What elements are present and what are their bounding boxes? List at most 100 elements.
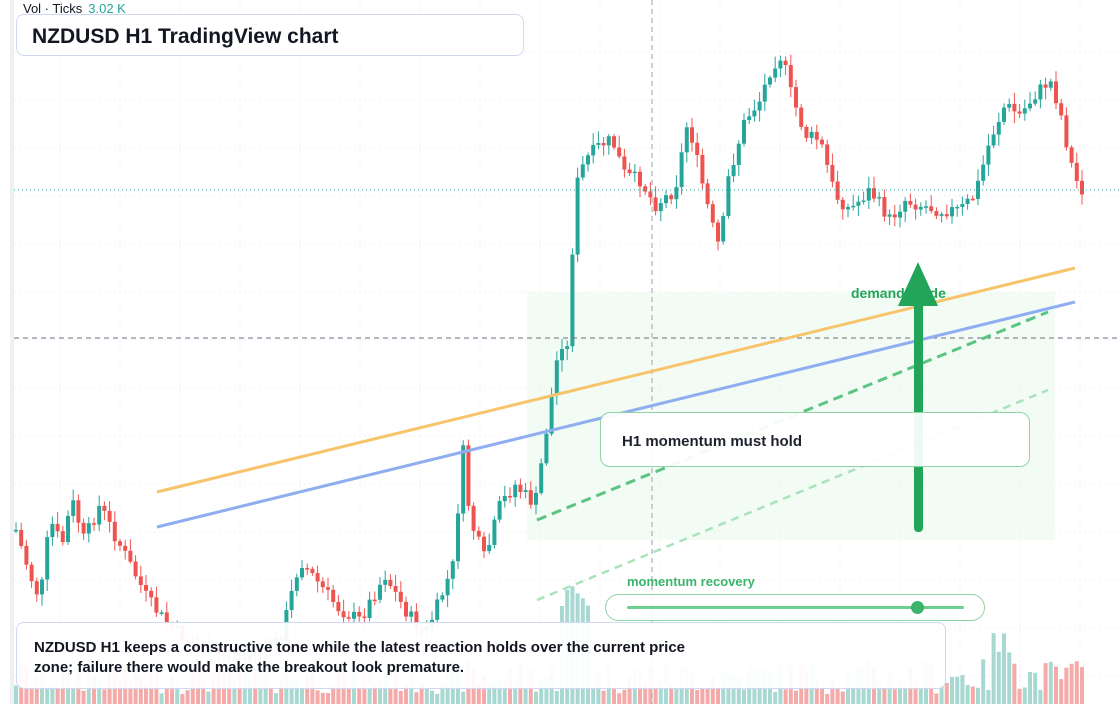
volume-bar [1017,688,1022,704]
candle-body [1012,103,1017,112]
candle-body [81,522,86,534]
candle-body [700,155,705,184]
candle-body [409,611,414,617]
volume-bar [944,682,949,704]
candle-body [846,206,850,210]
candle-body [128,550,133,562]
candle-body [487,545,492,552]
candle-body [331,589,336,602]
candle-body [159,612,164,614]
candle-body [539,463,544,493]
candle-body [575,177,580,255]
candle-body [294,577,299,591]
candle-body [752,110,757,117]
candle-body [648,191,653,198]
candle-body [1059,103,1064,116]
volume-legend[interactable]: Vol · Ticks 3.02 K [23,1,126,16]
candle-body [1064,115,1069,148]
candle-body [638,171,642,187]
candle-body [71,500,76,516]
volume-bar [482,675,486,704]
candle-body [24,545,29,565]
volume-bar [1080,667,1084,704]
volume-bar [50,684,55,704]
volume-bar [55,685,60,704]
candle-body [986,145,991,165]
candle-body [835,181,840,200]
candle-body [580,164,585,178]
candle-body [721,216,726,242]
volume-bar [502,675,507,704]
candle-body [632,171,637,174]
volume-bar [1043,663,1048,704]
volume-bar [1059,679,1064,704]
candle-body [66,515,70,542]
candle-body [825,144,830,165]
candle-body [814,131,819,140]
volume-bar [835,688,840,704]
momentum-recovery-slider[interactable] [605,594,985,621]
volume-bar [476,682,481,704]
candle-body [138,576,143,585]
volume-bar [830,679,835,704]
candle-body [908,201,913,205]
volume-bar [1054,666,1058,704]
volume-bar [97,678,102,704]
volume-bar [492,682,497,704]
chart-left-rail [10,0,14,704]
candle-body [591,144,596,156]
volume-bar [497,679,502,704]
candle-body [1007,103,1012,108]
candle-body [476,530,481,537]
volume-bar [300,688,304,704]
volume-bar [118,681,122,704]
candle-body [882,197,887,217]
candle-body [736,143,741,165]
volume-bar [814,681,819,704]
candle-body [679,152,684,188]
volume-bar [820,687,824,704]
candle-body [123,545,128,551]
volume-bar [248,674,252,704]
volume-bar [710,676,715,704]
candle-body [388,579,393,586]
candle-body [690,127,694,143]
volume-bar [643,682,648,704]
candle-body [86,523,91,534]
candle-body [820,139,824,145]
volume-bar [1069,663,1074,704]
candle-body [383,579,388,585]
momentum-callout[interactable]: H1 momentum must hold [600,412,1030,467]
candle-body [851,205,856,208]
candle-body [315,573,320,582]
volume-bar [773,692,778,704]
volume-bar [404,685,408,704]
volume-bar [1012,663,1017,704]
candle-body [965,198,970,204]
volume-bar [289,680,294,704]
candle-body [393,586,398,592]
volume-bar [903,683,908,704]
candle-body [352,611,356,619]
commentary-text: NZDUSD H1 keeps a constructive tone whil… [34,639,686,676]
volume-bar [534,691,538,704]
volume-bar [554,691,559,704]
candle-body [773,68,778,78]
momentum-recovery-knob[interactable] [910,601,924,614]
candle-body [320,581,325,588]
candle-body [372,599,377,602]
candle-body [840,199,845,210]
candle-body [482,536,486,552]
commentary-card: NZDUSD H1 keeps a constructive tone whil… [16,622,946,689]
candle-body [809,131,814,138]
volume-bar [279,680,284,704]
candle-body [310,568,315,574]
volume-bar [1022,687,1027,704]
candle-body [606,136,611,146]
volume-bar [294,679,299,704]
candle-body [762,84,767,102]
volume-bar [612,687,616,704]
candle-body [341,611,346,618]
volume-bar [346,686,351,704]
candle-body [726,176,731,216]
